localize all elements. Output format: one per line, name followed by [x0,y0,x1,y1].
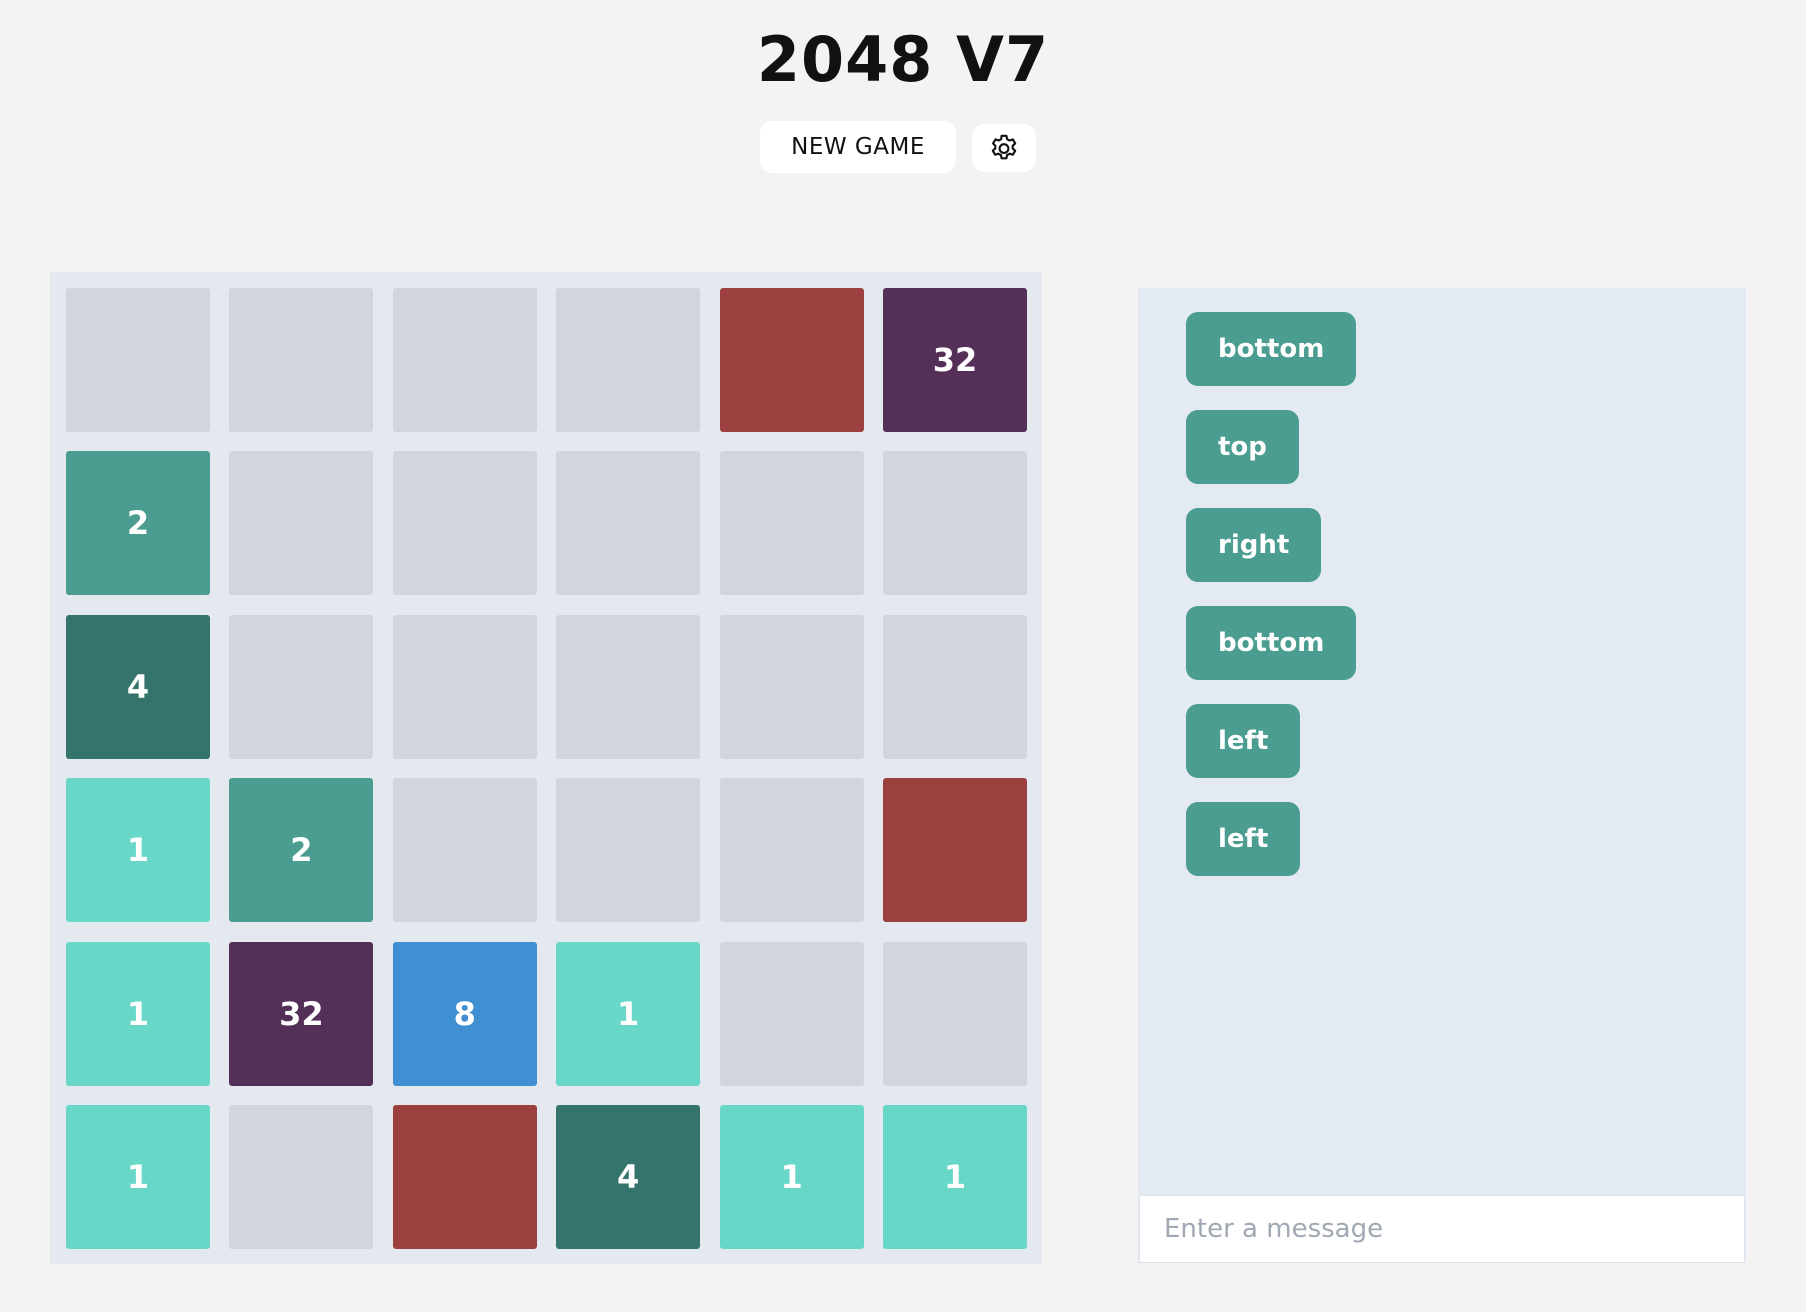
gear-icon [991,134,1017,160]
empty-cell [719,451,864,596]
tile [719,288,864,432]
chat-message: top [1186,410,1299,484]
empty-cell [719,778,864,923]
chat-message: left [1186,704,1301,778]
empty-cell [392,451,537,596]
page-title: 2048 V7 [756,23,1050,96]
tile: 32 [883,288,1027,432]
empty-cell [229,614,374,759]
tile: 2 [66,451,210,596]
tile: 1 [66,1105,210,1249]
empty-cell [556,614,701,759]
empty-cell [719,941,864,1086]
empty-cell [883,941,1027,1086]
chat-message: bottom [1186,312,1357,386]
empty-cell [883,614,1027,759]
tile: 8 [392,941,537,1086]
tile: 1 [66,941,210,1086]
chat-message: left [1186,802,1301,876]
chat-message: bottom [1186,606,1357,680]
empty-cell [556,451,701,596]
empty-cell [556,778,701,923]
tile: 4 [556,1105,701,1249]
message-row: left [1186,704,1356,802]
empty-cell [229,1105,374,1249]
empty-cell [229,451,374,596]
game-board[interactable]: 32 2 4 1 2 1 32 8 1 1 4 1 1 [50,272,1042,1264]
tile: 4 [66,614,210,759]
message-row: bottom [1186,606,1357,704]
empty-cell [719,614,864,759]
empty-cell [392,614,537,759]
new-game-button[interactable]: NEW GAME [760,121,956,173]
empty-cell [392,778,537,923]
empty-cell [392,288,537,432]
chat-message: right [1186,508,1322,582]
empty-cell [229,288,374,432]
message-row: right [1186,508,1356,606]
empty-cell [556,288,701,432]
message-row: bottom [1186,312,1357,410]
message-input[interactable] [1139,1195,1745,1263]
tile: 2 [229,778,374,923]
settings-button[interactable] [972,124,1036,172]
tile: 32 [229,941,374,1086]
tile [883,778,1027,923]
empty-cell [66,288,210,432]
tile: 1 [556,941,701,1086]
chat-panel: bottom top right bottom left left [1138,288,1746,1263]
empty-cell [883,451,1027,596]
tile: 1 [883,1105,1027,1249]
tile [392,1105,537,1249]
message-list: bottom top right bottom left left [1186,312,1357,900]
message-row: left [1186,802,1356,900]
tile: 1 [66,778,210,923]
message-row: top [1186,410,1356,508]
tile: 1 [719,1105,864,1249]
